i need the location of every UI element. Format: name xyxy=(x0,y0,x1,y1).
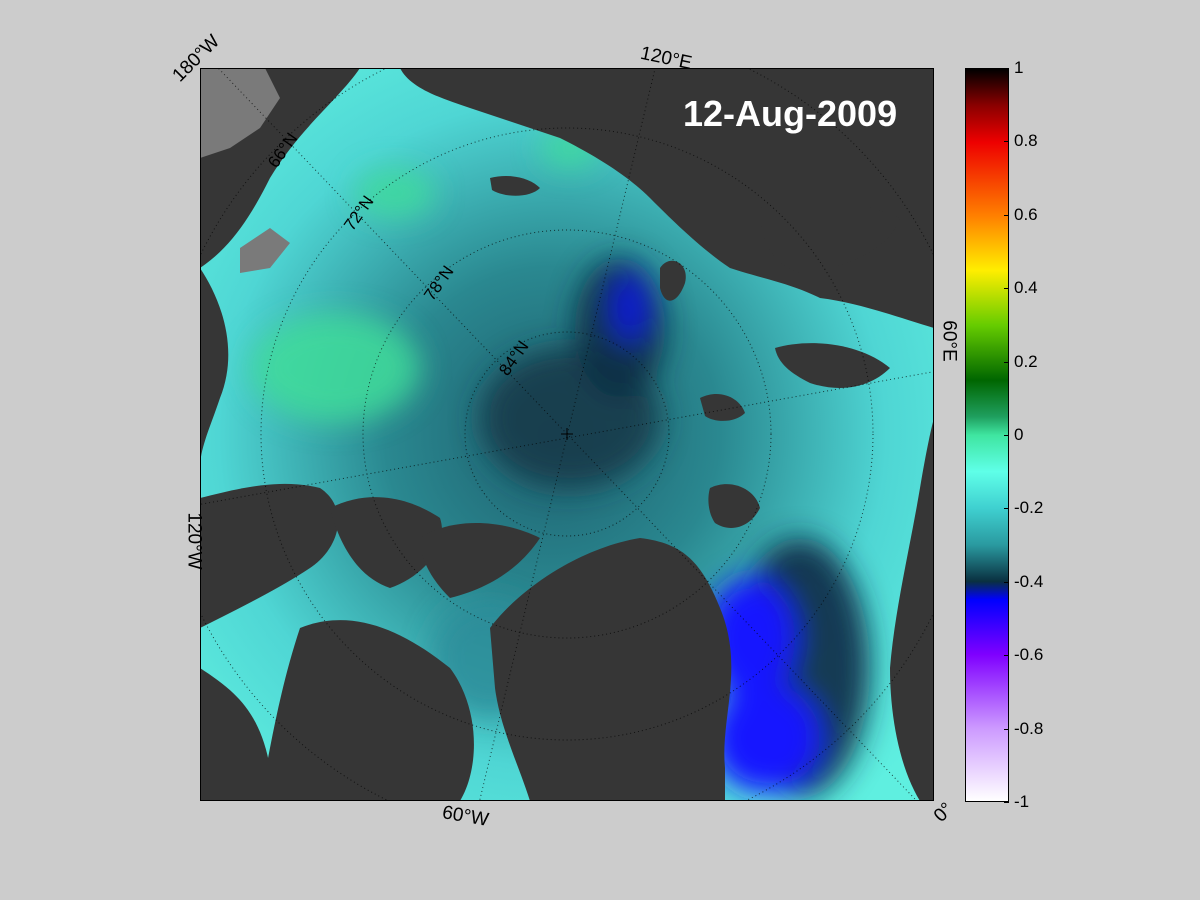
land-novaya-zemlya xyxy=(775,343,890,388)
land-scandinavia xyxy=(890,418,934,801)
colorbar xyxy=(965,68,1009,802)
colorbar-tick-mark xyxy=(1004,68,1009,69)
colorbar-tick-label: 0.4 xyxy=(1014,278,1038,297)
colorbar-tick-label: -1 xyxy=(1014,792,1030,811)
land-svalbard xyxy=(708,484,760,528)
land-baffin xyxy=(260,620,474,801)
anomaly-green-beaufort xyxy=(250,313,420,423)
north-pole-marker xyxy=(561,428,573,440)
latitude-circle-84 xyxy=(464,331,670,537)
colorbar-tick-mark xyxy=(1004,508,1009,509)
lon-label-60e: 60°E xyxy=(938,320,960,362)
date-label: 12-Aug-2009 xyxy=(683,93,898,134)
colorbar-tick-label: -0.6 xyxy=(1014,645,1044,664)
colorbar-tick-mark xyxy=(1004,802,1009,803)
land-ellesmere xyxy=(420,523,540,598)
colorbar-tick-label: -0.4 xyxy=(1014,572,1044,591)
colorbar-tick-mark xyxy=(1004,582,1009,583)
colorbar-tick-mark xyxy=(1004,215,1009,216)
land-taymyr xyxy=(760,197,900,273)
anomaly-field xyxy=(250,128,870,798)
colorbar-tick-label: -0.8 xyxy=(1014,719,1044,738)
colorbar-tick-label: 0.6 xyxy=(1014,205,1038,224)
colorbar-tick-label: 0.2 xyxy=(1014,352,1038,371)
colorbar-tick-mark xyxy=(1004,729,1009,730)
masked-land-bering xyxy=(200,68,280,158)
arctic-map: 66°N 72°N 78°N 84°N xyxy=(200,68,934,801)
latitude-circle-78 xyxy=(362,229,772,639)
land-alaska-west xyxy=(200,268,229,468)
colorbar-tick-label: -0.2 xyxy=(1014,498,1044,517)
land-canada-mainland xyxy=(200,668,270,801)
colorbar-tick-mark xyxy=(1004,655,1009,656)
colorbar-tick-mark xyxy=(1004,141,1009,142)
colorbar-tick-label: 1 xyxy=(1014,58,1024,77)
lon-label-120w: 120°W xyxy=(183,512,205,570)
lon-label-0: 0° xyxy=(929,798,958,827)
land-canadian-archipelago-2 xyxy=(330,497,442,588)
lon-label-60w: 60°W xyxy=(440,802,491,831)
colorbar-tick-mark xyxy=(1004,362,1009,363)
colorbar-tick-mark xyxy=(1004,435,1009,436)
land-franz-josef xyxy=(700,393,745,421)
latitude-circle-72 xyxy=(260,127,874,741)
colorbar-tick-label: 0.8 xyxy=(1014,131,1038,150)
land-canadian-archipelago-1 xyxy=(200,483,339,628)
colorbar-tick-label: 0 xyxy=(1014,425,1024,444)
land-severnaya-zemlya xyxy=(660,260,686,301)
colorbar-tick-mark xyxy=(1004,288,1009,289)
anomaly-blue-north xyxy=(612,273,648,343)
masked-land xyxy=(200,68,290,273)
anomaly-blue-greenland-sea-2 xyxy=(710,683,820,793)
land-greenland xyxy=(490,538,732,801)
anomaly-green-chukchi xyxy=(355,168,435,218)
map-panel: 66°N 72°N 78°N 84°N xyxy=(200,68,934,801)
land-new-siberian-islands xyxy=(490,176,540,196)
masked-land-chukotka xyxy=(240,228,290,273)
